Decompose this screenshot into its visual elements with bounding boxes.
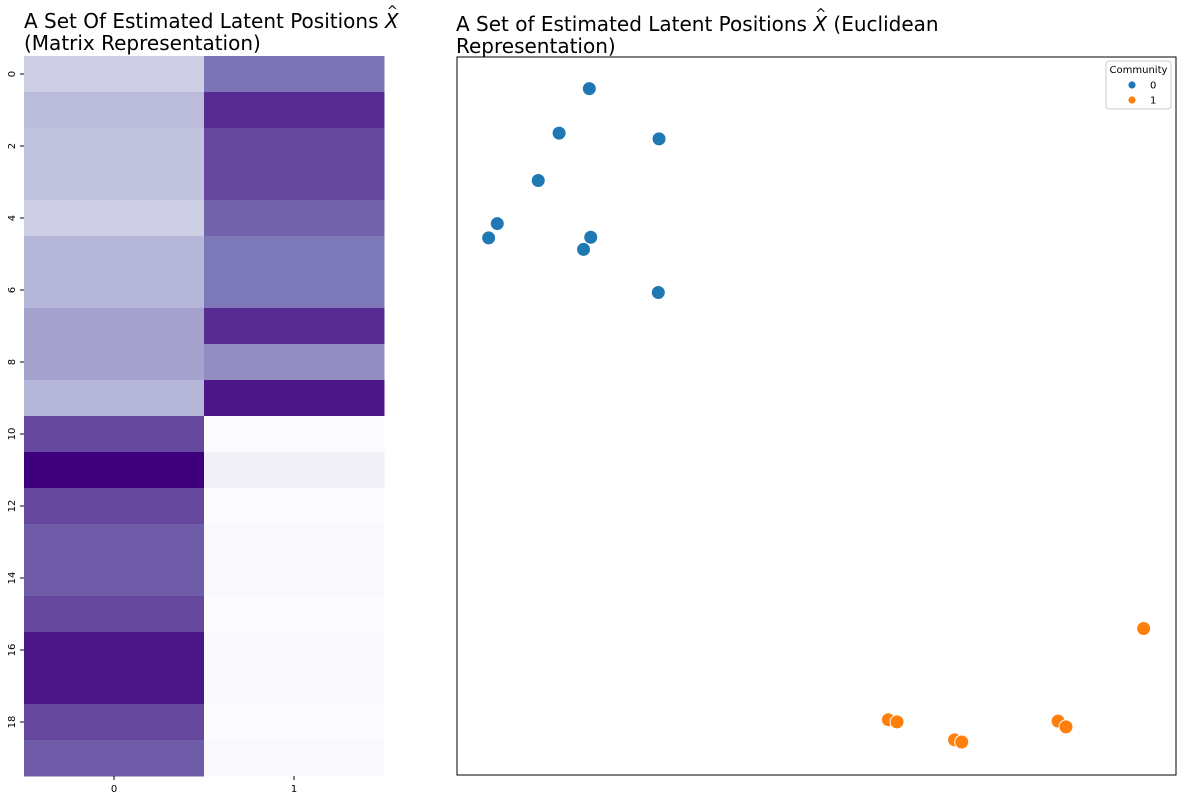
heatmap-title: A Set Of Estimated Latent Positions X (Ma… (24, 1, 399, 55)
heatmap-cell (24, 272, 205, 309)
heatmap-cell (24, 632, 205, 669)
scatter-title-suffix: (Euclidean (833, 12, 939, 36)
heatmap-title-symbol: X (385, 1, 399, 32)
legend-marker-community-0 (1127, 80, 1137, 90)
scatter-point-community-0 (576, 241, 592, 257)
heatmap-cell (204, 524, 385, 561)
scatter-point-community-1 (954, 734, 970, 750)
legend-label-community-0: 0 (1150, 81, 1156, 92)
scatter-point-community-1 (889, 714, 905, 730)
heatmap-cell (24, 524, 205, 561)
heatmap-cell (204, 164, 385, 201)
scatter-title-symbol: X (813, 4, 827, 35)
legend-label-community-1: 1 (1150, 96, 1156, 107)
heatmap-cell (24, 200, 205, 237)
heatmap-cell (204, 272, 385, 309)
scatter-point-community-1 (1136, 621, 1152, 637)
heatmap-y-tick-label: 18 (7, 716, 18, 729)
heatmap-cell (24, 596, 205, 633)
scatter-title: A Set of Estimated Latent Positions X (E… (456, 4, 939, 58)
heatmap-cell (204, 740, 385, 777)
heatmap-y-tick-label: 6 (7, 287, 18, 293)
heatmap-cell (204, 560, 385, 597)
heatmap-y-tick-label: 2 (7, 143, 18, 149)
heatmap-y-tick-label: 10 (7, 428, 18, 441)
heatmap-title-prefix: A Set Of Estimated Latent Positions (24, 9, 379, 33)
heatmap-cell (24, 668, 205, 705)
heatmap-cell (24, 308, 205, 345)
heatmap-y-tick-label: 12 (7, 500, 18, 513)
scatter-frame (456, 56, 1177, 776)
heatmap-cell (24, 92, 205, 129)
scatter-point-community-0 (481, 230, 497, 246)
heatmap-cell (204, 344, 385, 381)
scatter-point-community-0 (650, 285, 666, 301)
legend-marker-community-1 (1127, 95, 1137, 105)
heatmap-cell (204, 236, 385, 273)
scatter-point-community-0 (581, 81, 597, 97)
heatmap-cell (204, 308, 385, 345)
heatmap-x-tick-label: 0 (111, 784, 117, 795)
heatmap-cell (204, 200, 385, 237)
heatmap-cell (24, 236, 205, 273)
heatmap-cell (24, 740, 205, 777)
scatter-title-prefix: A Set of Estimated Latent Positions (456, 12, 807, 36)
scatter-point-community-0 (551, 125, 567, 141)
heatmap-cell (204, 488, 385, 525)
heatmap-cell (24, 560, 205, 597)
heatmap-cell (204, 128, 385, 165)
heatmap-cell (204, 92, 385, 129)
heatmap-cell (204, 452, 385, 489)
heatmap-y-tick-label: 8 (7, 359, 18, 365)
heatmap-cell (24, 488, 205, 525)
heatmap-cell (24, 344, 205, 381)
scatter-point-community-0 (583, 229, 599, 245)
scatter-legend: Community 0 1 (1105, 60, 1172, 110)
heatmap-cell (24, 452, 205, 489)
heatmap-cell (24, 128, 205, 165)
heatmap-y-tick-label: 14 (7, 572, 18, 585)
scatter-plot: Community 0 1 (456, 56, 1177, 776)
scatter-point-community-0 (651, 131, 667, 147)
heatmap-cell (204, 668, 385, 705)
legend-box (1105, 60, 1172, 110)
legend-title: Community (1110, 65, 1168, 76)
heatmap-cell (204, 416, 385, 453)
heatmap-cell (204, 632, 385, 669)
scatter-point-community-0 (530, 172, 546, 188)
heatmap-cell (204, 704, 385, 741)
heatmap-cell (24, 416, 205, 453)
heatmap-y-tick-label: 16 (7, 644, 18, 657)
heatmap-cell (24, 164, 205, 201)
heatmap-title-line2: (Matrix Representation) (24, 31, 261, 55)
heatmap-x-tick-label: 1 (291, 784, 297, 795)
scatter-point-community-0 (489, 216, 505, 232)
heatmap-cell (204, 56, 385, 93)
heatmap-cell (204, 380, 385, 417)
heatmap-cell (24, 380, 205, 417)
heatmap-y-tick-label: 0 (7, 71, 18, 77)
heatmap-cell (204, 596, 385, 633)
heatmap-y-tick-label: 4 (7, 215, 18, 221)
heatmap-cell (24, 56, 205, 93)
heatmap: 0 2 4 6 8 10 12 14 16 18 0 1 (7, 56, 385, 795)
scatter-title-line2: Representation) (456, 34, 616, 58)
scatter-point-community-1 (1058, 719, 1074, 735)
heatmap-cell (24, 704, 205, 741)
